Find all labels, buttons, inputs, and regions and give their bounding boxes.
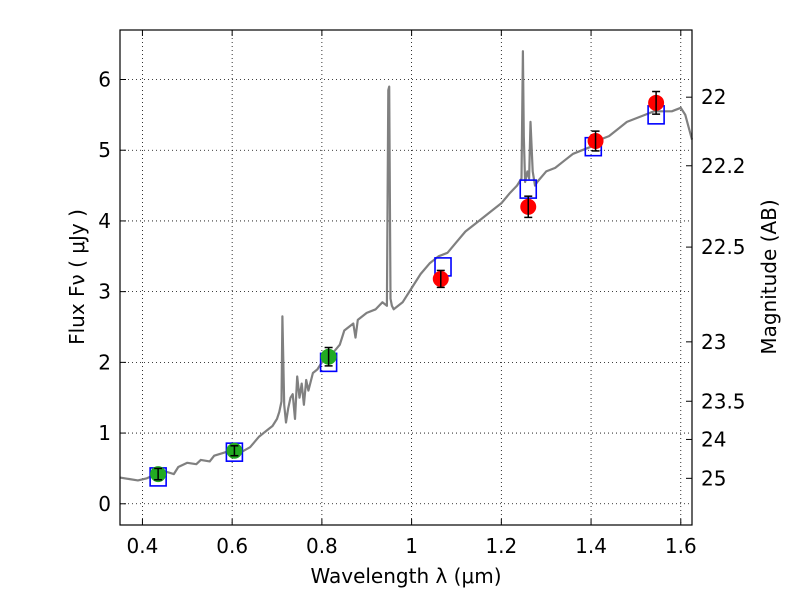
y-axis-label: Flux Fν ( μJy ) — [65, 209, 89, 345]
right-tick-label: 23.5 — [701, 389, 746, 413]
plot-frame — [119, 29, 693, 526]
right-tick-label: 22.2 — [701, 154, 746, 178]
x-tick-label: 0.8 — [306, 534, 338, 558]
x-tick-label: 1.2 — [485, 534, 517, 558]
x-tick-label: 1.4 — [575, 534, 607, 558]
y-tick-label: 6 — [98, 68, 111, 92]
right-tick-label: 25 — [701, 466, 726, 490]
x-tick-label: 0.6 — [216, 534, 248, 558]
right-tick-label: 22 — [701, 85, 726, 109]
y-tick-label: 4 — [98, 209, 111, 233]
x-tick-label: 1.6 — [665, 534, 697, 558]
right-tick-label: 22.5 — [701, 235, 746, 259]
x-tick-label: 0.4 — [127, 534, 159, 558]
series-layer — [119, 50, 694, 487]
right-axis-label: Magnitude (AB) — [757, 199, 781, 354]
x-tick-label: 1 — [405, 534, 418, 558]
y-tick-label: 2 — [98, 350, 111, 374]
y-tick-label: 0 — [98, 492, 111, 516]
y-tick-label: 1 — [98, 421, 111, 445]
plot-background — [120, 30, 692, 525]
y-tick-label: 5 — [98, 138, 111, 162]
y-tick-label: 3 — [98, 280, 111, 304]
x-axis-label: Wavelength λ (μm) — [310, 564, 501, 588]
right-tick-label: 24 — [701, 427, 726, 451]
right-tick-label: 23 — [701, 330, 726, 354]
ticks: 0.4 0.6 0.8 1 1.2 1.4 1.601234562222.222.52323… — [98, 30, 746, 558]
